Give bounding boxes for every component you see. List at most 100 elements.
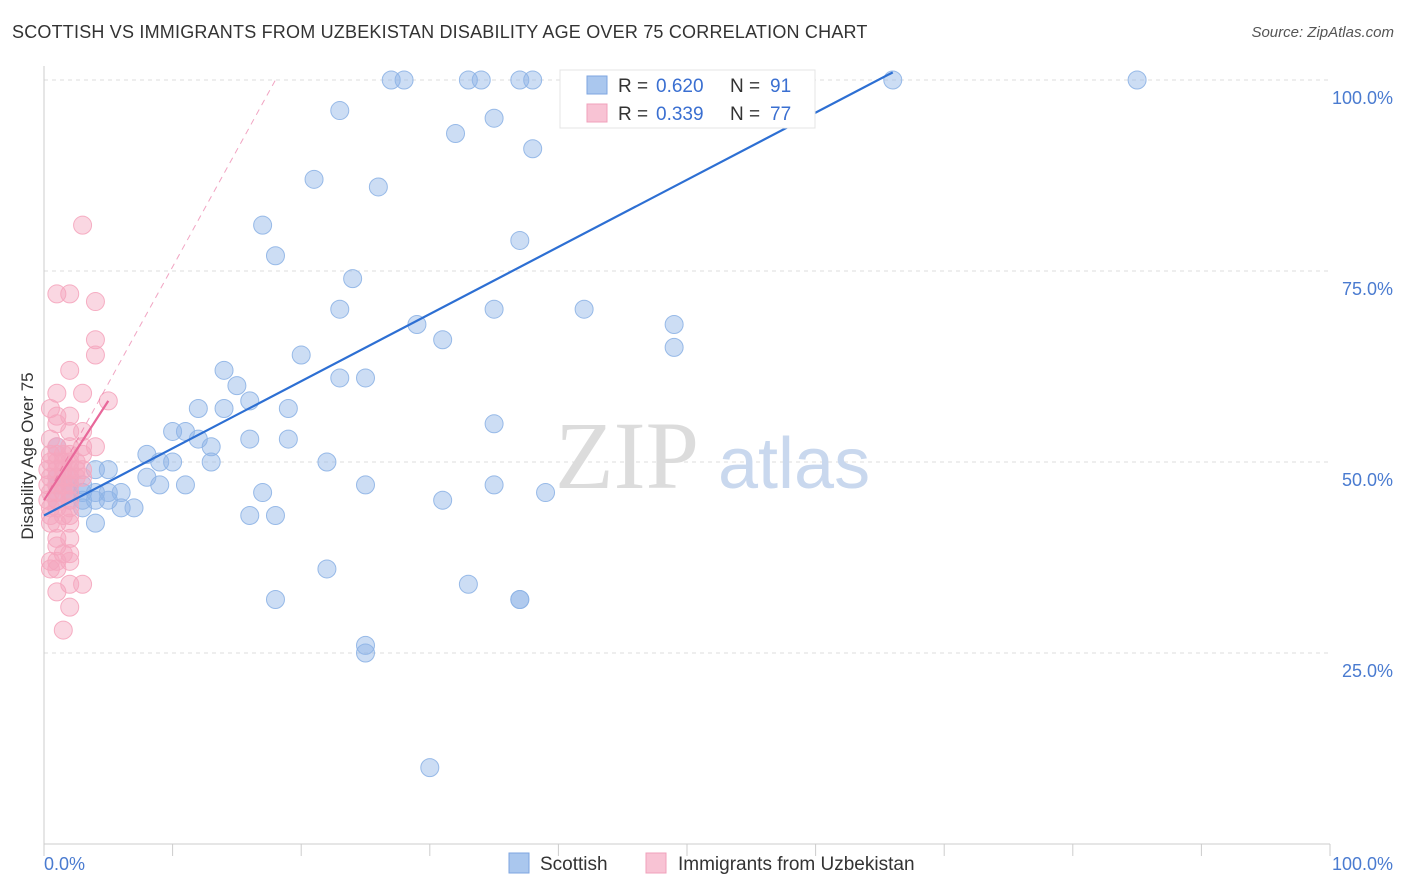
correlation-legend: R = 0.620 N = 91 R = 0.339 N = 77 bbox=[559, 69, 816, 129]
point-scottish-45 bbox=[484, 414, 504, 434]
point-scottish-15 bbox=[446, 123, 466, 143]
trend-line-immigrants-from-uzbekistan bbox=[43, 400, 110, 501]
point-immigrants-from-uzbekistan-71 bbox=[40, 559, 60, 579]
point-scottish-50 bbox=[317, 452, 337, 472]
point-scottish-52 bbox=[98, 460, 118, 480]
point-immigrants-from-uzbekistan-68 bbox=[40, 551, 60, 571]
point-scottish-43 bbox=[278, 429, 298, 449]
point-scottish-88 bbox=[111, 498, 131, 518]
legend-n-value-1: 91 bbox=[770, 76, 791, 97]
point-scottish-23 bbox=[330, 299, 350, 319]
point-scottish-31 bbox=[214, 360, 234, 380]
point-scottish-17 bbox=[304, 169, 324, 189]
point-scottish-36 bbox=[278, 399, 298, 419]
legend-n-label-1: N = bbox=[730, 76, 760, 97]
point-scottish-70 bbox=[433, 490, 453, 510]
watermark-atlas: atlas bbox=[718, 424, 870, 504]
point-scottish-20 bbox=[510, 230, 530, 250]
point-scottish-40 bbox=[163, 421, 183, 441]
point-scottish-1 bbox=[394, 70, 414, 90]
point-immigrants-from-uzbekistan-8 bbox=[73, 383, 93, 403]
point-scottish-80 bbox=[356, 635, 375, 655]
point-scottish-44 bbox=[201, 437, 221, 457]
legend-n-label-2: N = bbox=[730, 104, 760, 125]
bottom-legend-label-scottish: Scottish bbox=[540, 854, 608, 875]
point-scottish-48 bbox=[163, 452, 183, 472]
point-scottish-28 bbox=[433, 330, 453, 350]
legend-r-label-2: R = bbox=[618, 104, 648, 125]
trend-dashed-immigrants-from-uzbekistan bbox=[43, 79, 276, 501]
point-scottish-34 bbox=[227, 376, 247, 396]
trend-line-scottish bbox=[43, 71, 894, 517]
legend-r-value-1: 0.620 bbox=[656, 76, 704, 97]
point-scottish-81 bbox=[356, 643, 375, 663]
point-scottish-74 bbox=[85, 513, 105, 533]
tick-labels: 25.0% 50.0% 75.0% 100.0% 0.0% 100.0% bbox=[44, 88, 1393, 874]
bottom-legend-label-uzbekistan: Immigrants from Uzbekistan bbox=[678, 854, 915, 875]
point-scottish-64 bbox=[536, 483, 556, 503]
axes bbox=[43, 66, 1331, 856]
bottom-legend-swatch-uzbekistan bbox=[645, 852, 667, 874]
point-immigrants-from-uzbekistan-75 bbox=[47, 582, 67, 602]
point-immigrants-from-uzbekistan-5 bbox=[85, 345, 105, 365]
point-scottish-37 bbox=[188, 399, 208, 419]
point-scottish-21 bbox=[265, 246, 285, 266]
point-scottish-57 bbox=[484, 475, 504, 495]
bottom-legend-swatch-scottish bbox=[508, 852, 530, 874]
point-scottish-16 bbox=[523, 139, 543, 159]
legend-swatch-uzbekistan bbox=[586, 103, 608, 123]
point-scottish-18 bbox=[368, 177, 388, 197]
point-immigrants-from-uzbekistan-0 bbox=[73, 215, 93, 235]
y-tick-label-25: 25.0% bbox=[1342, 661, 1393, 681]
point-scottish-25 bbox=[574, 299, 594, 319]
point-immigrants-from-uzbekistan-6 bbox=[60, 360, 80, 380]
point-immigrants-from-uzbekistan-4 bbox=[85, 330, 105, 350]
point-scottish-19 bbox=[253, 215, 273, 235]
point-scottish-42 bbox=[240, 429, 260, 449]
point-scottish-78 bbox=[510, 590, 530, 610]
y-tick-label-100: 100.0% bbox=[1332, 88, 1393, 108]
series-legend: Scottish Immigrants from Uzbekistan bbox=[508, 852, 915, 875]
legend-n-value-2: 77 bbox=[770, 104, 791, 125]
point-scottish-13 bbox=[330, 101, 350, 121]
legend-swatch-scottish bbox=[586, 75, 608, 95]
x-tick-label-min: 0.0% bbox=[44, 854, 85, 874]
point-scottish-38 bbox=[214, 399, 234, 419]
legend-r-label-1: R = bbox=[618, 76, 648, 97]
point-scottish-22 bbox=[343, 269, 363, 289]
point-scottish-76 bbox=[458, 574, 478, 594]
point-scottish-79 bbox=[265, 590, 285, 610]
point-immigrants-from-uzbekistan-77 bbox=[53, 620, 73, 640]
point-scottish-29 bbox=[291, 345, 311, 365]
point-scottish-82 bbox=[420, 758, 440, 778]
point-scottish-3 bbox=[471, 70, 491, 90]
point-scottish-73 bbox=[265, 505, 285, 525]
point-scottish-56 bbox=[150, 475, 170, 495]
point-scottish-5 bbox=[523, 70, 543, 90]
point-scottish-24 bbox=[484, 299, 504, 319]
point-scottish-30 bbox=[664, 337, 684, 357]
point-scottish-55 bbox=[356, 475, 375, 495]
chart-title: SCOTTISH VS IMMIGRANTS FROM UZBEKISTAN D… bbox=[12, 22, 868, 42]
y-tick-label-75: 75.0% bbox=[1342, 279, 1393, 299]
point-scottish-63 bbox=[253, 483, 273, 503]
point-immigrants-from-uzbekistan-3 bbox=[85, 292, 105, 312]
grid-lines bbox=[44, 79, 1330, 654]
point-scottish-89 bbox=[240, 505, 260, 525]
point-scottish-49 bbox=[201, 452, 221, 472]
point-scottish-33 bbox=[356, 368, 375, 388]
source-credit: Source: ZipAtlas.com bbox=[1251, 24, 1394, 41]
point-scottish-32 bbox=[330, 368, 350, 388]
point-immigrants-from-uzbekistan-74 bbox=[73, 574, 93, 594]
point-scottish-11 bbox=[883, 70, 903, 90]
point-scottish-54 bbox=[175, 475, 195, 495]
legend-r-value-2: 0.339 bbox=[656, 104, 704, 125]
x-tick-label-max: 100.0% bbox=[1332, 854, 1393, 874]
point-immigrants-from-uzbekistan-72 bbox=[47, 559, 67, 579]
y-tick-label-50: 50.0% bbox=[1342, 470, 1393, 490]
point-immigrants-from-uzbekistan-76 bbox=[60, 597, 80, 617]
data-points bbox=[38, 70, 1147, 778]
point-immigrants-from-uzbekistan-62 bbox=[60, 513, 80, 533]
watermark-zip: ZIP bbox=[555, 402, 699, 509]
